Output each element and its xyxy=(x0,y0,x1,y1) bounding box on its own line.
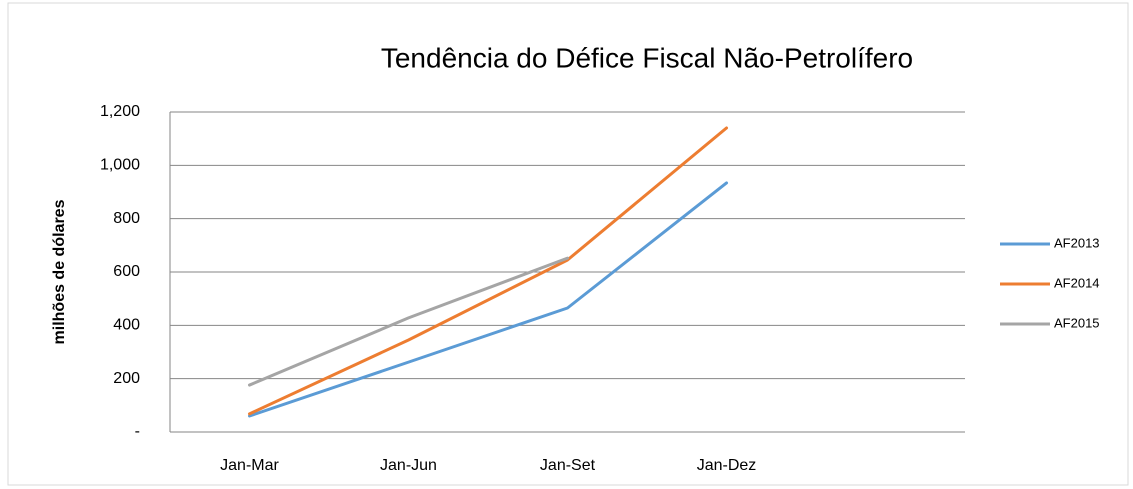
x-tick-label: Jan-Dez xyxy=(697,457,757,474)
y-tick-label: 1,000 xyxy=(100,157,140,174)
y-tick-label: 200 xyxy=(113,370,140,387)
series-line xyxy=(248,126,728,416)
y-tick-label: 400 xyxy=(113,317,140,334)
y-tick-label: 800 xyxy=(113,210,140,227)
x-tick-label: Jan-Jun xyxy=(380,457,437,474)
series-line xyxy=(248,181,728,418)
y-tick-label: 1,200 xyxy=(100,103,140,120)
x-tick-label: Jan-Mar xyxy=(220,457,279,474)
legend-label: AF2013 xyxy=(1054,235,1100,250)
series-line xyxy=(248,256,569,387)
y-tick-label: 600 xyxy=(113,263,140,280)
y-tick-label: - xyxy=(135,423,140,440)
legend-label: AF2014 xyxy=(1054,275,1100,290)
legend-label: AF2015 xyxy=(1054,315,1100,330)
x-tick-label: Jan-Set xyxy=(540,457,596,474)
y-axis-label: milhões de dólares xyxy=(51,199,68,344)
chart-title: Tendência do Défice Fiscal Não-Petrolífe… xyxy=(381,42,913,73)
chart-border xyxy=(7,2,1129,486)
